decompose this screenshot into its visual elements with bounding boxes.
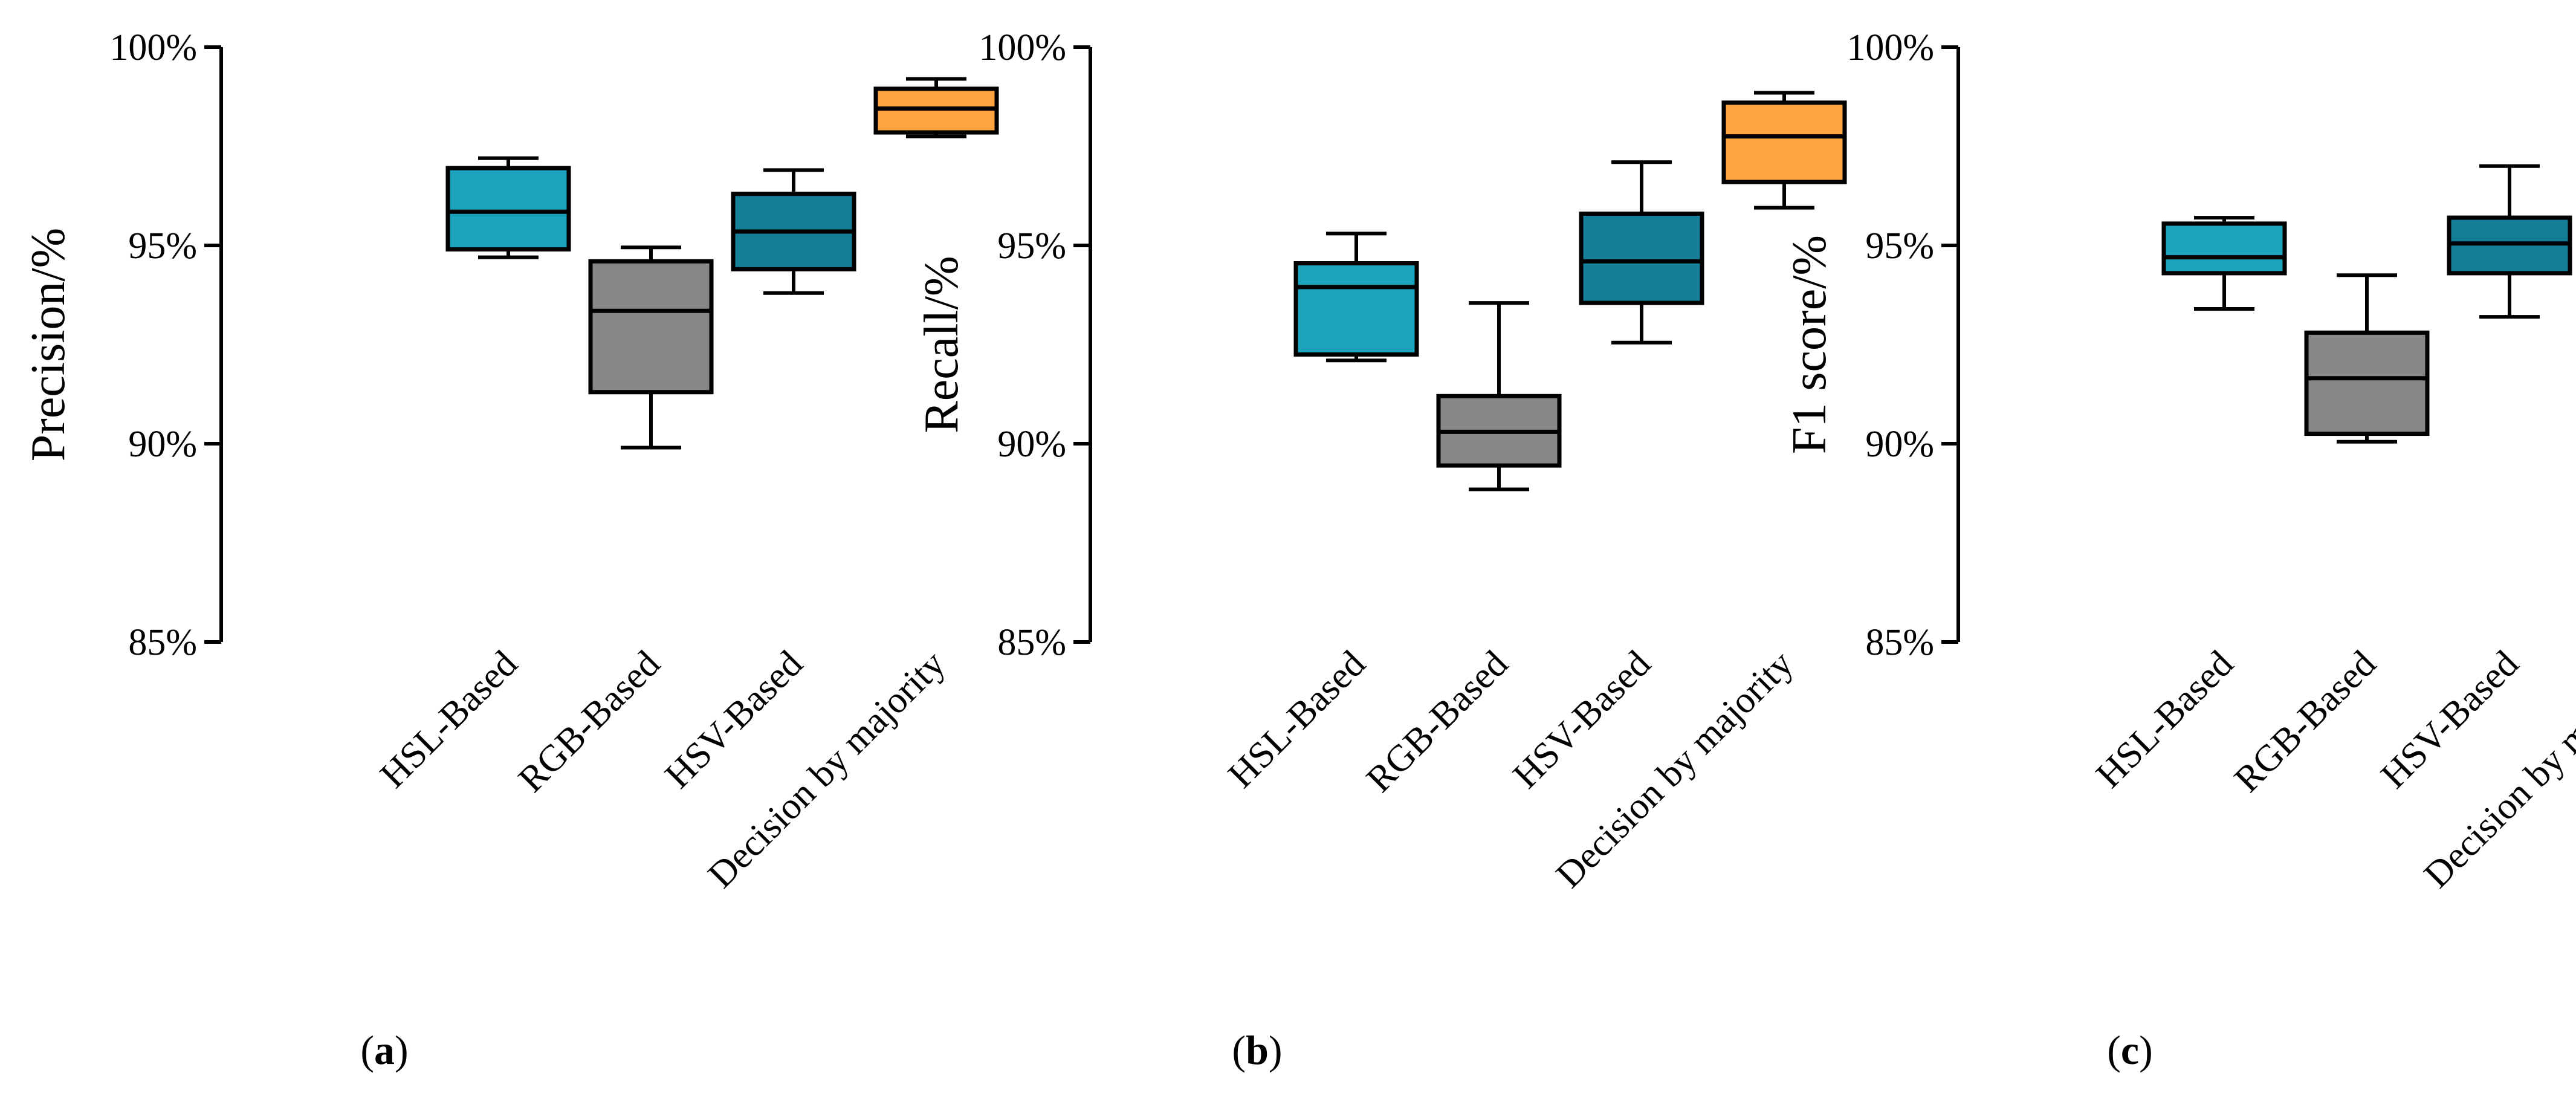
box-hsv-based	[2447, 164, 2572, 319]
y-tick-label: 90%	[128, 424, 197, 465]
x-category-label: HSL-Based	[2088, 643, 2241, 796]
x-category-label: HSV-Based	[1505, 643, 1659, 797]
y-axis-title: Precision/%	[22, 228, 75, 462]
box-hsl-based	[1293, 232, 1419, 363]
y-tick-label: 85%	[128, 622, 197, 663]
y-axis-title: F1 score/%	[1783, 235, 1836, 454]
y-tick-label: 100%	[979, 27, 1066, 68]
box-rgb-based	[2304, 273, 2430, 444]
y-tick-label: 95%	[1865, 225, 1934, 267]
y-tick-label: 100%	[1846, 27, 1934, 68]
y-tick-label: 100%	[109, 27, 197, 68]
box-hsv-based	[731, 168, 856, 295]
panel-caption: (a)	[360, 1027, 408, 1073]
box-hsl-based	[2161, 216, 2287, 311]
panel-a: 85% 90% 95% 100% Precision/% HSL-BasedRGB-Bas…	[22, 27, 999, 1073]
x-category-label: Decision by majority	[701, 643, 953, 896]
box-decision-by-majority	[873, 77, 999, 138]
iqr-box	[2161, 221, 2287, 276]
y-tick-label: 95%	[128, 225, 197, 267]
x-category-label: RGB-Based	[511, 643, 668, 800]
box-rgb-based	[588, 245, 714, 450]
box-hsl-based	[445, 156, 571, 259]
panel-caption: (c)	[2107, 1027, 2153, 1073]
box-hsv-based	[1579, 160, 1704, 345]
iqr-box	[1721, 100, 1847, 184]
iqr-box	[588, 259, 714, 395]
x-category-label: HSL-Based	[1220, 643, 1373, 796]
y-tick-label: 90%	[1865, 424, 1934, 465]
y-axis-title: Recall/%	[915, 256, 968, 433]
x-category-label: HSV-Based	[657, 643, 811, 797]
x-category-label: RGB-Based	[2227, 643, 2384, 800]
x-category-label: RGB-Based	[1359, 643, 1516, 800]
iqr-box	[1293, 261, 1419, 357]
x-category-label: Decision by majority	[1549, 643, 1801, 896]
iqr-box	[445, 166, 571, 252]
iqr-box	[2304, 330, 2430, 436]
panel-c: 85% 90% 95% 100% F1 score/% HSL-BasedRGB-Base…	[1783, 27, 2576, 1073]
x-category-label: HSV-Based	[2373, 643, 2526, 797]
panel-b: 85% 90% 95% 100% Recall/% HSL-BasedRGB-BasedH…	[915, 27, 1847, 1073]
y-tick-label: 90%	[997, 424, 1066, 465]
box-rgb-based	[1436, 301, 1562, 491]
y-tick-label: 95%	[997, 225, 1066, 267]
y-tick-label: 85%	[997, 622, 1066, 663]
y-tick-label: 85%	[1865, 622, 1934, 663]
iqr-box	[1579, 212, 1704, 305]
panel-caption: (b)	[1232, 1027, 1282, 1073]
box-decision-by-majority	[1721, 91, 1847, 210]
x-category-label: HSL-Based	[372, 643, 525, 796]
